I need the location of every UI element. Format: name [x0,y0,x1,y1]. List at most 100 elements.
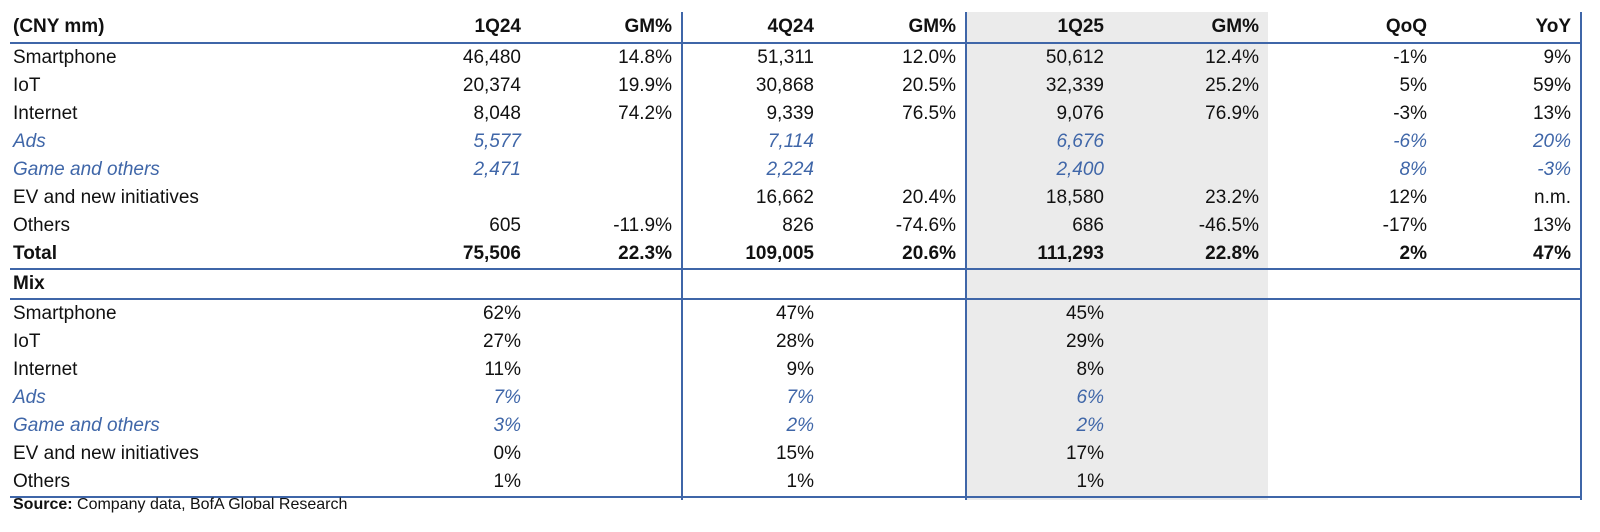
table-cell: 7% [493,387,521,408]
table-cell [1436,356,1580,384]
table-cell [1113,299,1268,328]
table-cell [530,184,681,212]
table-cell: 6% [1076,387,1104,408]
table-cell [1436,412,1580,440]
table-cell [1436,328,1580,356]
table-cell [1113,156,1268,184]
revenue-table: (CNY mm) 1Q24 GM% 4Q24 GM% 1Q25 GM% QoQ … [10,12,1580,498]
table-cell: 2,224 [766,159,814,180]
table-row: Others 1% 1% 1% [10,468,1580,498]
table-cell: 2% [1076,415,1104,436]
table-cell: 826 [782,215,814,236]
table-cell: 13% [1532,215,1571,236]
table-cell: 5,577 [473,131,521,152]
column-header: 4Q24 [681,12,823,44]
table-cell [530,468,681,498]
total-row: Total 75,506 22.3% 109,005 20.6% 111,293… [10,240,1580,270]
row-label: EV and new initiatives [13,187,199,208]
table-cell: 75,506 [270,240,530,270]
table-cell: 47% [1436,240,1580,270]
column-header: GM% [530,12,681,44]
table-cell [823,412,965,440]
table-cell: 2,400 [1056,159,1104,180]
table-cell: 15% [775,443,814,464]
table-cell: 1% [270,468,530,498]
table-cell: 9% [786,359,814,380]
row-label: Others [10,468,270,498]
table-cell: 6,676 [1056,131,1104,152]
table-cell: 62% [482,303,521,324]
table-cell: 1% [681,468,823,498]
row-label: Total [10,240,270,270]
source-label: Source: [13,496,73,513]
table-cell: 9,076 [1056,103,1104,124]
table-cell [823,128,965,156]
table-row: IoT 20,374 19.9% 30,868 20.5% 32,339 25.2% 5% 59… [10,72,1580,100]
column-header: 1Q25 [965,12,1113,44]
table-row: Smartphone 46,480 14.8% 51,311 12.0% 50,612 12… [10,43,1580,72]
table-row: EV and new initiatives 0% 15% 17% [10,440,1580,468]
table-row: Others 605 -11.9% 826 -74.6% 686 -46.5% -17% 13% [10,212,1580,240]
table-cell: 12% [1388,187,1427,208]
table-cell [1268,412,1436,440]
table-cell: 11% [484,359,521,380]
table-cell [530,128,681,156]
row-label: Internet [13,359,78,380]
table-cell [530,440,681,468]
table-cell: 47% [775,303,814,324]
table-cell: 28% [775,331,814,352]
table-cell: 17% [1065,443,1104,464]
table-cell: 5% [1399,75,1427,96]
table-cell [823,384,965,412]
table-cell: -74.6% [895,215,956,236]
table-cell [530,328,681,356]
row-label: Internet [13,103,78,124]
table-cell [1268,299,1436,328]
row-label: Ads [13,387,46,408]
column-divider [1580,12,1582,500]
table-row: Game and others 2,471 2,224 2,400 8% -3% [10,156,1580,184]
table-cell: 20.5% [902,75,956,96]
table-cell: 22.3% [530,240,681,270]
table-cell: 605 [489,215,521,236]
table-cell: 13% [1532,103,1571,124]
table-cell [1113,384,1268,412]
table-cell [823,440,965,468]
mix-section-header: Mix [10,269,1580,300]
table-cell: 9,339 [766,103,814,124]
source-text: Company data, BofA Global Research [72,496,348,513]
table-cell: 51,311 [757,47,814,68]
table-cell: 20,374 [462,75,521,96]
table-cell [823,468,965,498]
table-cell: -3% [1537,159,1571,180]
table-cell: 76.5% [902,103,956,124]
unit-label: (CNY mm) [10,12,270,44]
table-cell: 7,114 [767,131,814,152]
column-header: GM% [1113,12,1268,44]
table-cell: 8% [1399,159,1427,180]
table-row: Game and others 3% 2% 2% [10,412,1580,440]
row-label: Game and others [13,415,160,436]
table-cell [1268,440,1436,468]
table-cell [1268,328,1436,356]
table-cell: 109,005 [681,240,823,270]
table-cell: 74.2% [618,103,672,124]
table-cell: 25.2% [1205,75,1259,96]
row-label: Game and others [13,159,160,180]
table-cell: 46,480 [462,47,521,68]
row-label: EV and new initiatives [13,443,199,464]
table-cell [1436,440,1580,468]
table-cell [530,156,681,184]
table-cell: 2,471 [473,159,521,180]
table-cell [823,356,965,384]
table-cell: 2% [786,415,814,436]
table-row: Ads 5,577 7,114 6,676 -6% 20% [10,128,1580,156]
table-cell: 22.8% [1113,240,1268,270]
row-label: Smartphone [13,47,117,68]
table-cell: -6% [1393,131,1427,152]
table-cell [823,328,965,356]
table-cell: 111,293 [965,240,1113,270]
table-cell: -46.5% [1198,215,1259,236]
table-header-row: (CNY mm) 1Q24 GM% 4Q24 GM% 1Q25 GM% QoQ … [10,12,1580,44]
revenue-table-container: (CNY mm) 1Q24 GM% 4Q24 GM% 1Q25 GM% QoQ … [10,12,1582,500]
